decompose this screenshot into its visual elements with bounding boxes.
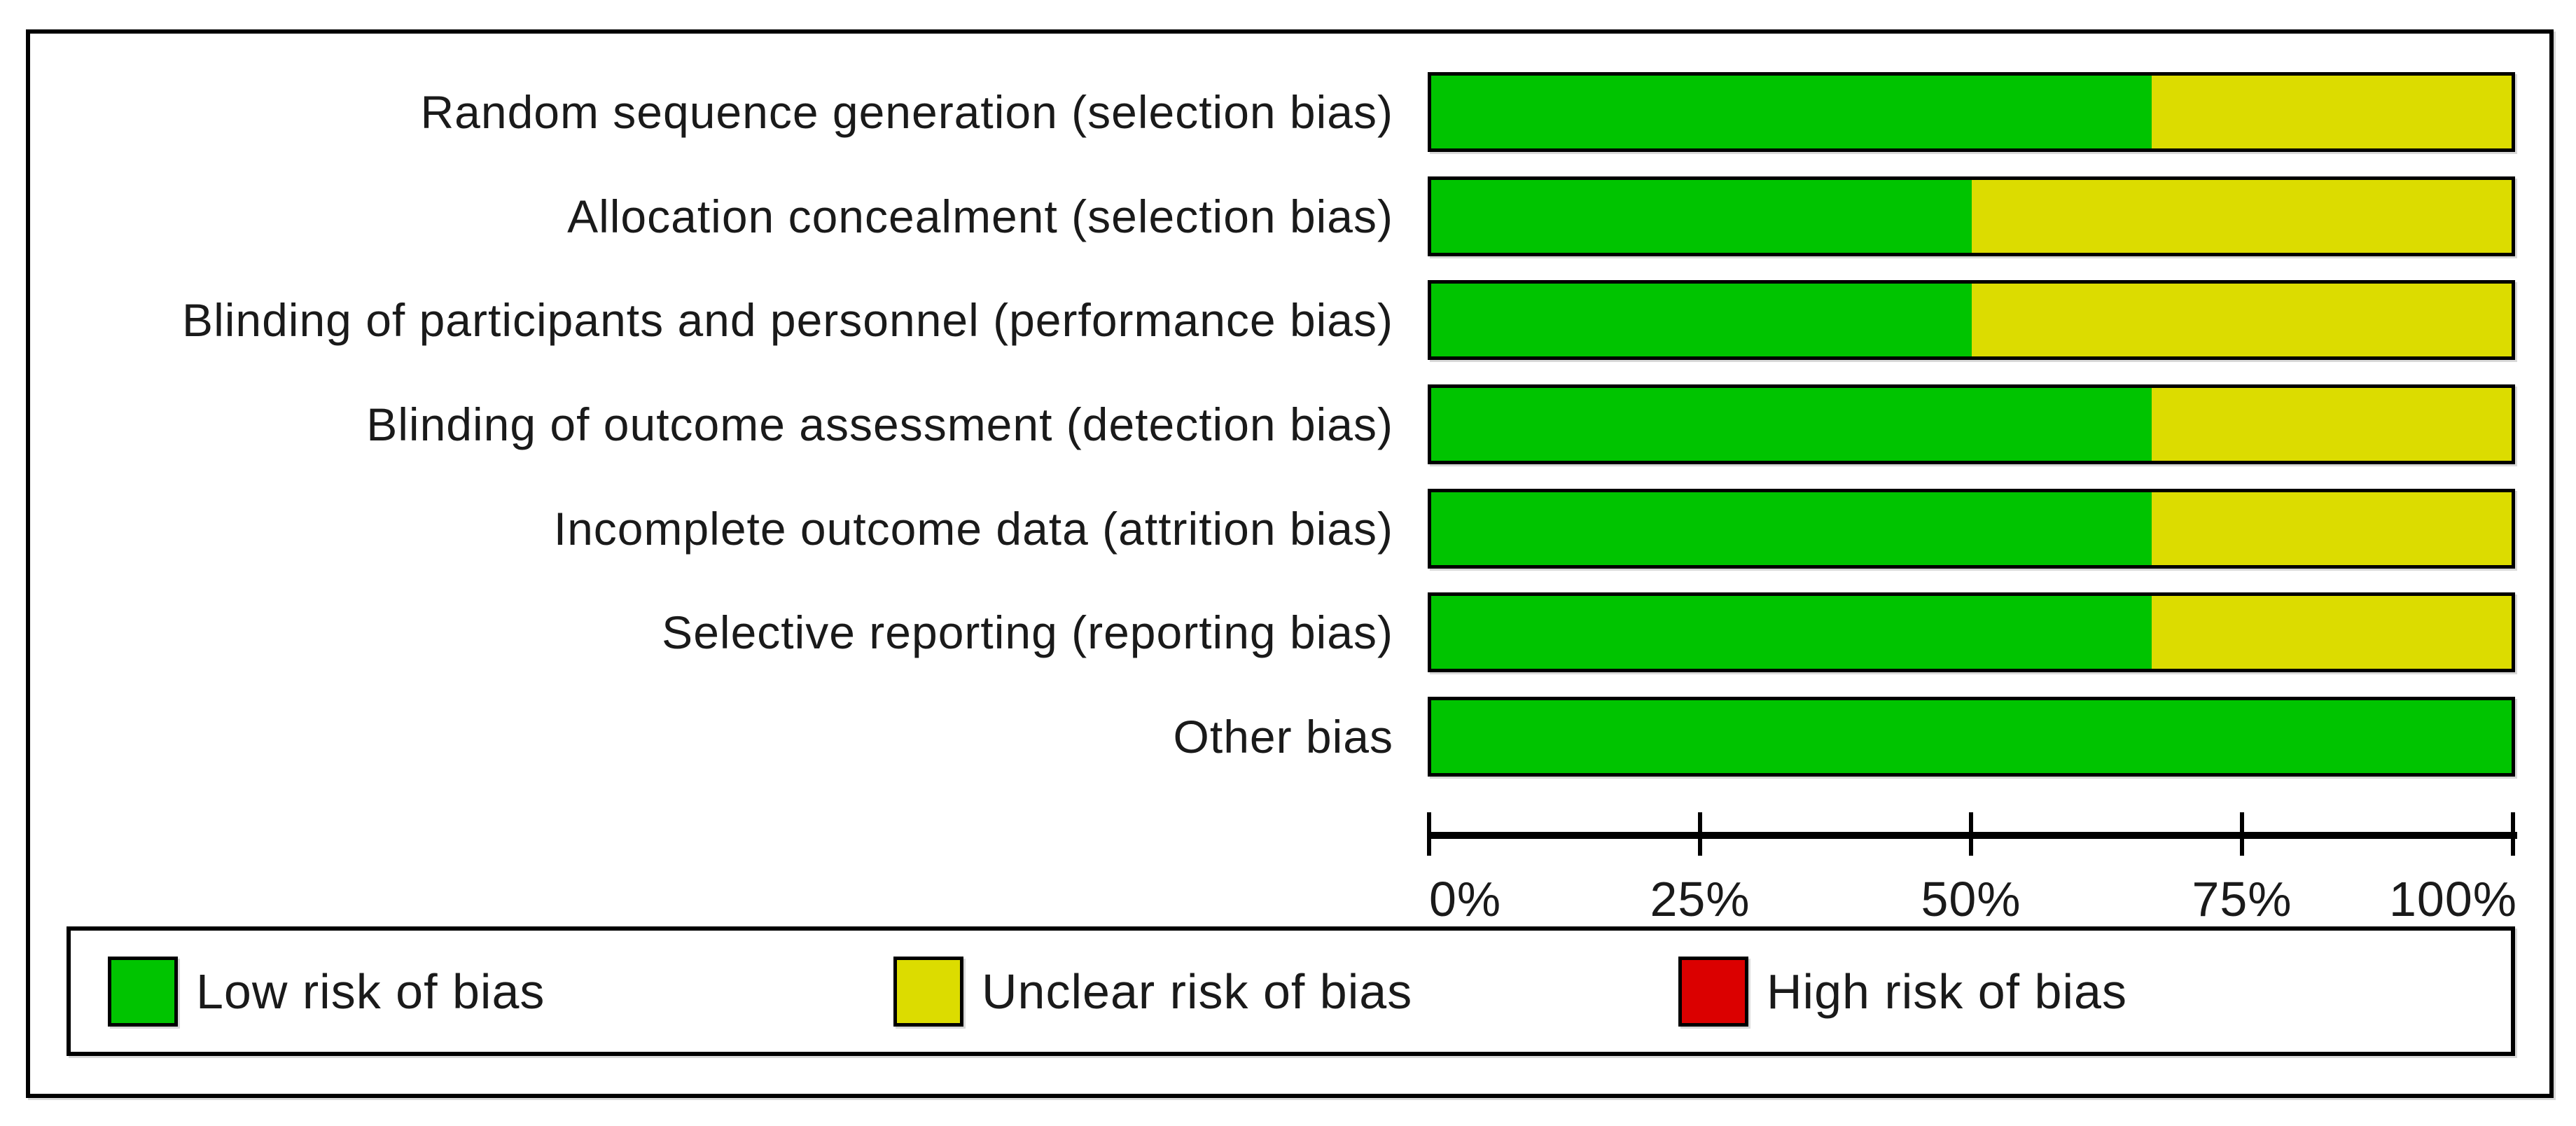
segment-low-risk xyxy=(1431,596,2152,669)
category-label: Selective reporting (reporting bias) xyxy=(662,606,1393,658)
stacked-bar xyxy=(1428,280,2515,360)
chart-row: Random sequence generation (selection bi… xyxy=(30,72,2549,152)
category-label: Random sequence generation (selection bi… xyxy=(420,86,1393,138)
legend-label: High risk of bias xyxy=(1767,964,2127,1019)
segment-unclear-risk xyxy=(2152,388,2512,461)
legend-label: Low risk of bias xyxy=(196,964,545,1019)
segment-unclear-risk xyxy=(1971,284,2512,356)
x-axis-tick-label: 50% xyxy=(1921,872,2021,926)
segment-low-risk xyxy=(1431,700,2512,773)
x-axis-tick-label: 25% xyxy=(1650,872,1750,926)
legend-item-unclear-risk: Unclear risk of bias xyxy=(893,931,1412,1052)
legend-item-low-risk: Low risk of bias xyxy=(108,931,545,1052)
segment-low-risk xyxy=(1431,180,1972,253)
unclear-risk-swatch-icon xyxy=(893,956,963,1027)
low-risk-swatch-icon xyxy=(108,956,178,1027)
segment-low-risk xyxy=(1431,284,1972,356)
stacked-bar xyxy=(1428,176,2515,256)
chart-row: Incomplete outcome data (attrition bias) xyxy=(30,489,2549,569)
chart-row: Allocation concealment (selection bias) xyxy=(30,176,2549,256)
chart-row: Blinding of participants and personnel (… xyxy=(30,280,2549,360)
x-axis-tick-label: 75% xyxy=(2192,872,2292,926)
x-axis-tick-label: 100% xyxy=(2388,872,2517,926)
chart-row: Other bias xyxy=(30,697,2549,777)
x-axis-tick xyxy=(1427,812,1431,856)
chart-row: Blinding of outcome assessment (detectio… xyxy=(30,384,2549,464)
category-label: Blinding of outcome assessment (detectio… xyxy=(366,398,1393,450)
category-label: Incomplete outcome data (attrition bias) xyxy=(553,503,1393,555)
segment-low-risk xyxy=(1431,492,2152,565)
category-label: Blinding of participants and personnel (… xyxy=(182,294,1393,346)
figure-frame: Random sequence generation (selection bi… xyxy=(26,29,2554,1098)
stacked-bar xyxy=(1428,384,2515,464)
stacked-bar xyxy=(1428,489,2515,569)
x-axis-tick xyxy=(2511,812,2515,856)
legend-box: Low risk of bias Unclear risk of bias Hi… xyxy=(67,926,2515,1056)
category-label: Other bias xyxy=(1173,711,1393,763)
segment-low-risk xyxy=(1431,388,2152,461)
segment-unclear-risk xyxy=(2152,76,2512,148)
segment-unclear-risk xyxy=(1971,180,2512,253)
segment-unclear-risk xyxy=(2152,596,2512,669)
legend-label: Unclear risk of bias xyxy=(982,964,1413,1019)
high-risk-swatch-icon xyxy=(1678,956,1748,1027)
stacked-bar xyxy=(1428,592,2515,672)
x-axis-tick xyxy=(1969,812,1973,856)
chart-row: Selective reporting (reporting bias) xyxy=(30,592,2549,672)
stacked-bar xyxy=(1428,72,2515,152)
x-axis-tick xyxy=(2240,812,2244,856)
x-axis-tick-label: 0% xyxy=(1429,872,1502,926)
legend-item-high-risk: High risk of bias xyxy=(1678,931,2127,1052)
segment-unclear-risk xyxy=(2152,492,2512,565)
category-label: Allocation concealment (selection bias) xyxy=(567,190,1393,242)
segment-low-risk xyxy=(1431,76,2152,148)
x-axis-tick xyxy=(1698,812,1702,856)
stacked-bar xyxy=(1428,697,2515,777)
